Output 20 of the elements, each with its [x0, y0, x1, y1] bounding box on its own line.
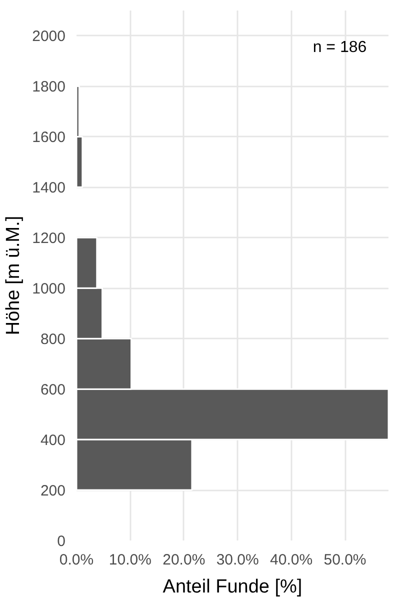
y-tick-label: 2000 — [32, 28, 66, 46]
x-tick-label: 40.0% — [270, 552, 313, 568]
x-tick-label: 30.0% — [216, 552, 259, 568]
annotation: n = 186 — [312, 39, 367, 56]
y-tick-label: 400 — [40, 432, 66, 450]
x-tick-label: 20.0% — [162, 552, 206, 568]
y-tick-label: 1800 — [32, 78, 66, 96]
y-tick-label: 1400 — [32, 180, 66, 197]
y-tick-label: 600 — [40, 382, 66, 399]
x-tick-label: 0.0% — [59, 552, 94, 568]
y-tick-label: 1600 — [32, 129, 66, 146]
y-tick-label: 1000 — [32, 280, 66, 298]
x-tick-label: 50.0% — [324, 552, 366, 568]
x-axis-title: Anteil Funde [%] — [162, 576, 302, 598]
y-tick-label: 800 — [40, 331, 66, 348]
y-axis-title: Höhe [m ü.M.] — [3, 216, 24, 336]
x-tick-label: 10.0% — [108, 552, 152, 568]
y-tick-label: 1200 — [32, 230, 66, 248]
y-tick-label: 200 — [40, 482, 66, 500]
y-tick-label: 0 — [57, 533, 66, 550]
